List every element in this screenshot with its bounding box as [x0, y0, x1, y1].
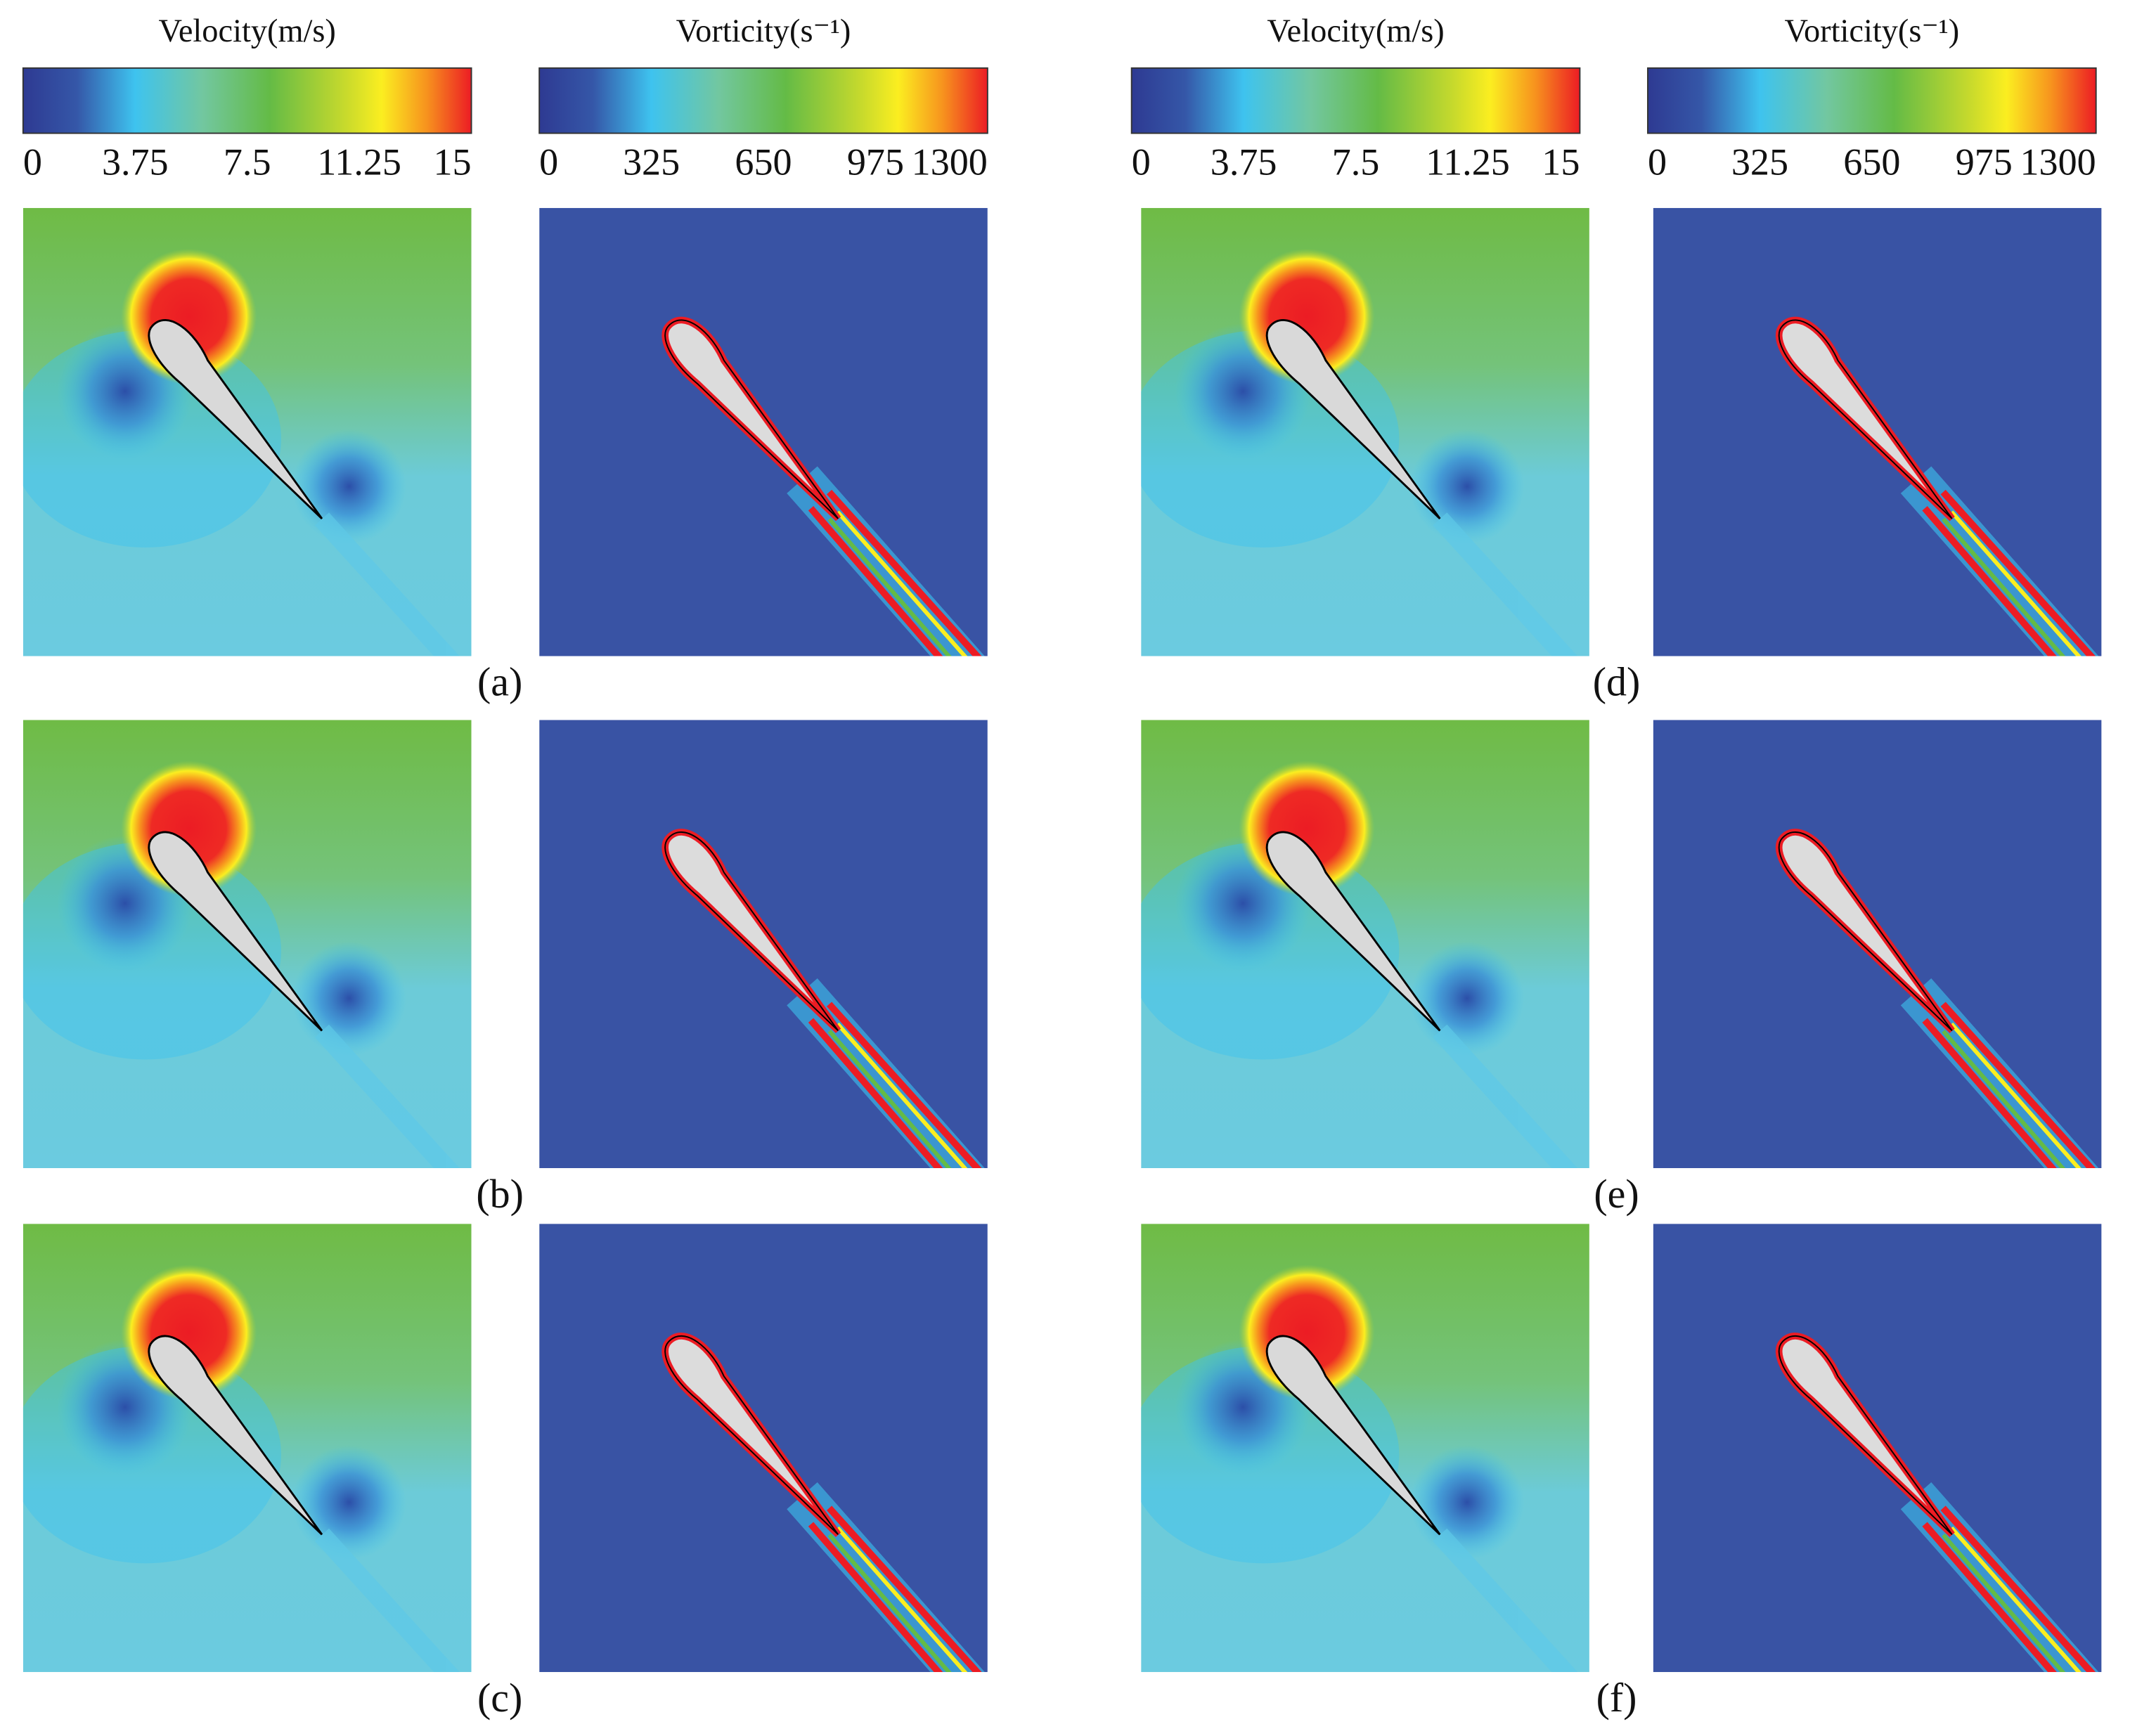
colorbar-tick-label: 325 — [1731, 141, 1788, 183]
panel-label: (c) — [477, 1675, 522, 1721]
vorticity-contour — [1653, 720, 2115, 1209]
vorticity-contour — [539, 208, 1000, 697]
velocity-contour — [1128, 208, 1589, 683]
colorbar-tick-label: 1300 — [912, 141, 988, 183]
vorticity-contour — [539, 720, 1000, 1209]
colorbar-tick-label: 3.75 — [1211, 141, 1277, 183]
colorbar-tick-label: 11.25 — [317, 141, 401, 183]
colorbar-tick-label: 975 — [847, 141, 904, 183]
colorbar-tick-label: 7.5 — [224, 141, 271, 183]
colorbar — [538, 67, 988, 134]
velocity-contour — [10, 208, 472, 683]
colorbar-title: Velocity(m/s) — [1267, 13, 1444, 49]
panel-label: (f) — [1596, 1675, 1637, 1721]
colorbar-tick-label: 0 — [539, 141, 558, 183]
colorbar-tick-label: 3.75 — [102, 141, 169, 183]
colorbar-title: Vorticity(s⁻¹) — [676, 13, 851, 49]
vorticity-contour — [1653, 1224, 2115, 1713]
colorbar-tick-label: 650 — [735, 141, 792, 183]
panel-label: (b) — [476, 1171, 524, 1217]
colorbar — [22, 67, 472, 134]
colorbar-title: Velocity(m/s) — [159, 13, 336, 49]
colorbar-tick-label: 0 — [1132, 141, 1151, 183]
colorbar-tick-label: 15 — [1542, 141, 1580, 183]
colorbar-tick-label: 11.25 — [1426, 141, 1510, 183]
panel-label: (e) — [1594, 1171, 1639, 1217]
velocity-contour — [1128, 1224, 1589, 1699]
colorbar-tick-label: 15 — [433, 141, 471, 183]
colorbar-tick-label: 325 — [623, 141, 680, 183]
colorbar-tick-label: 975 — [1956, 141, 2013, 183]
vorticity-contour — [1653, 208, 2115, 697]
velocity-contour — [10, 720, 472, 1195]
colorbar-tick-label: 1300 — [2020, 141, 2096, 183]
colorbar-tick-label: 0 — [23, 141, 42, 183]
colorbar-tick-label: 7.5 — [1332, 141, 1380, 183]
velocity-contour — [1128, 720, 1589, 1195]
colorbar — [1130, 67, 1581, 134]
vorticity-contour — [539, 1224, 1000, 1713]
colorbar-tick-label: 650 — [1843, 141, 1900, 183]
colorbar-title: Vorticity(s⁻¹) — [1785, 13, 1960, 49]
panel-label: (a) — [477, 659, 522, 704]
colorbar-tick-label: 0 — [1648, 141, 1667, 183]
colorbar — [1647, 67, 2097, 134]
panel-label: (d) — [1593, 659, 1641, 704]
velocity-contour — [10, 1224, 472, 1699]
